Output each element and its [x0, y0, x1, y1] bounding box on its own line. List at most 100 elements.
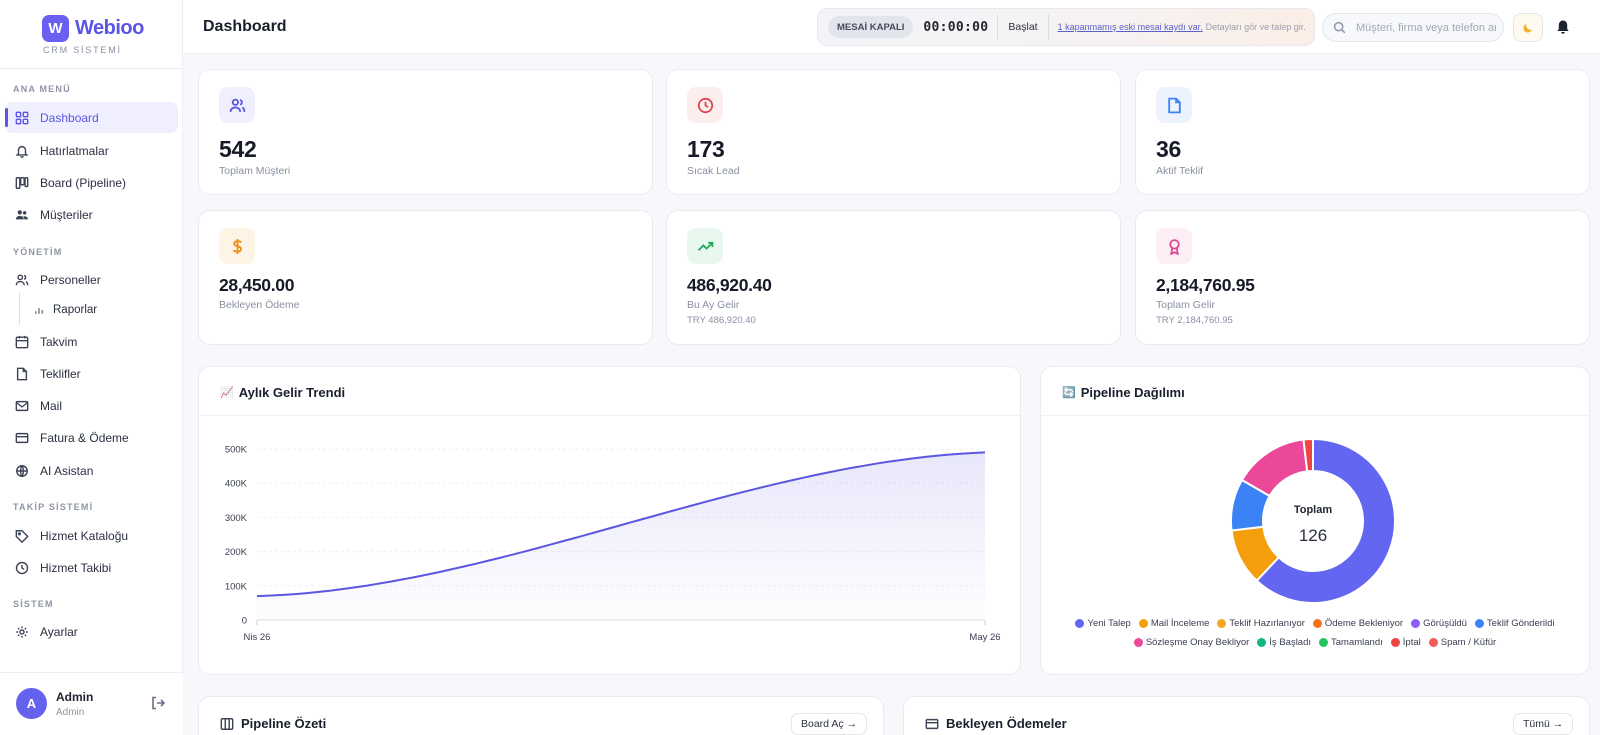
sidebar-item-calendar[interactable]: Takvim: [5, 326, 178, 357]
legend-item[interactable]: Tamamlandı: [1319, 637, 1383, 648]
stat-value: 28,450.00: [219, 275, 295, 295]
stat-value: 173: [687, 136, 725, 162]
sidebar-item-label: Hizmet Takibi: [40, 560, 112, 575]
y-tick-label: 300K: [225, 513, 248, 524]
stat-card-monthly-income[interactable]: 486,920.40 Bu Ay Gelir TRY 486,920.40: [666, 210, 1121, 345]
legend-label: Mail İnceleme: [1150, 618, 1210, 629]
stat-card-pending-payment[interactable]: 28,450.00 Bekleyen Ödeme: [198, 210, 653, 345]
view-all-button[interactable]: Tümü →: [1513, 713, 1574, 735]
stat-card-active-offers[interactable]: 36 Aktif Teklif: [1135, 69, 1590, 195]
sidebar-item-label: Takvim: [40, 334, 78, 349]
grid-icon: [15, 111, 29, 125]
avatar[interactable]: A: [16, 688, 47, 719]
shift-warning-link[interactable]: 1 kapanmamış eski mesai kaydı var.: [1057, 22, 1203, 32]
bar-chart-icon: [34, 303, 44, 317]
sidebar-item-label: Raporlar: [53, 303, 98, 316]
sidebar-divider: [0, 68, 183, 69]
chart-emoji-icon: 📈: [220, 387, 234, 399]
sidebar-item-label: Dashboard: [40, 110, 99, 125]
stat-label: Toplam Gelir: [1156, 299, 1215, 311]
legend-item[interactable]: Spam / Küfür: [1428, 637, 1497, 648]
open-board-button[interactable]: Board Aç →: [791, 713, 868, 735]
sidebar-item-label: Hatırlatmalar: [40, 143, 109, 158]
legend-label: Spam / Küfür: [1440, 637, 1497, 648]
sidebar-item-reports[interactable]: Raporlar: [18, 294, 178, 325]
sidebar-item-service-catalog[interactable]: Hizmet Kataloğu: [5, 520, 178, 551]
donut-slice-yeni-talep: [1255, 437, 1396, 604]
section-title-system: SİSTEM: [13, 599, 54, 609]
legend-label: Sözleşme Onay Bekliyor: [1145, 637, 1250, 648]
legend-dot: [1428, 638, 1438, 647]
legend-dot: [1217, 619, 1227, 628]
sidebar-item-staff[interactable]: Personeller: [5, 264, 178, 295]
legend-dot: [1138, 619, 1148, 628]
user-group-icon: [15, 273, 29, 287]
sidebar-item-customers[interactable]: Müşteriler: [5, 199, 178, 230]
legend-label: İş Başladı: [1269, 637, 1312, 648]
legend-item[interactable]: Ödeme Bekleniyor: [1312, 618, 1403, 629]
sidebar-item-settings[interactable]: Ayarlar: [5, 616, 178, 647]
calendar-icon: [15, 335, 29, 349]
notification-bell-icon[interactable]: [1555, 19, 1571, 35]
search-box[interactable]: [1322, 13, 1504, 42]
panel-title: Pipeline Özeti: [220, 716, 326, 731]
pending-payments-panel: Bekleyen Ödemeler Tümü →: [903, 696, 1590, 735]
users-icon: [219, 87, 255, 123]
sidebar-item-mail[interactable]: Mail: [5, 390, 178, 421]
legend-item[interactable]: Yeni Talep: [1075, 618, 1131, 629]
logout-icon[interactable]: [150, 695, 166, 711]
legend-item[interactable]: Sözleşme Onay Bekliyor: [1133, 637, 1250, 648]
sidebar-item-board[interactable]: Board (Pipeline): [5, 167, 178, 198]
legend-label: İptal: [1402, 637, 1421, 648]
stat-label: Toplam Müşteri: [219, 165, 291, 177]
legend-item[interactable]: Teklif Gönderildi: [1474, 618, 1555, 629]
legend-item[interactable]: Mail İnceleme: [1138, 618, 1210, 629]
submenu-line: [19, 293, 20, 325]
sidebar-item-reminders[interactable]: Hatırlatmalar: [5, 135, 178, 166]
user-name: Admin: [56, 690, 94, 704]
stat-card-total-customers[interactable]: 542 Toplam Müşteri: [198, 69, 653, 195]
y-tick-label: 400K: [225, 479, 248, 490]
shift-start-button[interactable]: Başlat: [997, 14, 1049, 40]
sidebar-item-billing[interactable]: Fatura & Ödeme: [5, 422, 178, 453]
legend-label: Tamamlandı: [1331, 637, 1383, 648]
legend-item[interactable]: İptal: [1390, 637, 1421, 648]
stat-card-total-income[interactable]: 2,184,760.95 Toplam Gelir TRY 2,184,760.…: [1135, 210, 1590, 345]
legend-row: Sözleşme Onay Bekliyor İş Başladı Tamamlan…: [1041, 637, 1589, 648]
stat-value: 36: [1156, 136, 1181, 162]
brand-name: Webioo: [75, 17, 144, 39]
legend-dot: [1075, 619, 1085, 628]
shift-status-badge: MESAİ KAPALI: [828, 16, 914, 38]
sidebar-item-service-tracking[interactable]: Hizmet Takibi: [5, 552, 178, 583]
sidebar-item-offers[interactable]: Teklifler: [5, 358, 178, 389]
panel-divider: [1041, 415, 1589, 416]
stat-card-hot-leads[interactable]: 173 Sıcak Lead: [666, 69, 1121, 195]
stat-label: Aktif Teklif: [1156, 165, 1204, 177]
legend-dot: [1319, 638, 1329, 647]
shift-widget: MESAİ KAPALI 00:00:00 Başlat 1 kapanmamı…: [817, 8, 1315, 46]
sidebar-item-label: Ayarlar: [40, 624, 78, 639]
revenue-chart: 0 100K 200K 300K 400K 500K Nis 26 May 26: [225, 445, 1001, 644]
sidebar-item-dashboard[interactable]: Dashboard: [5, 102, 178, 133]
section-title-main: ANA MENÜ: [13, 84, 71, 94]
legend-item[interactable]: İş Başladı: [1257, 637, 1311, 648]
legend-item[interactable]: Teklif Hazırlanıyor: [1217, 618, 1305, 629]
pipeline-summary-panel: Pipeline Özeti Board Aç →: [198, 696, 884, 735]
sidebar: W Webioo CRM SİSTEMİ ANA MENÜ Dashboard …: [0, 0, 183, 735]
sidebar-item-label: Müşteriler: [40, 207, 93, 222]
theme-toggle-button[interactable]: [1513, 13, 1543, 42]
brand[interactable]: W Webioo: [42, 15, 144, 42]
stat-label: Sıcak Lead: [687, 165, 740, 177]
file-icon: [15, 367, 29, 381]
credit-card-icon: [15, 431, 29, 445]
legend-dot: [1411, 619, 1421, 628]
search-input[interactable]: [1356, 21, 1496, 34]
x-tick-label: Nis 26: [244, 632, 271, 643]
legend-dot: [1257, 638, 1267, 647]
users-icon: [15, 208, 29, 222]
legend-item[interactable]: Görüşüldü: [1411, 618, 1467, 629]
bell-icon: [15, 144, 29, 158]
sidebar-item-ai-assistant[interactable]: AI Asistan: [5, 455, 178, 486]
stat-label: Bekleyen Ödeme: [219, 299, 300, 311]
clock-icon: [687, 87, 723, 123]
